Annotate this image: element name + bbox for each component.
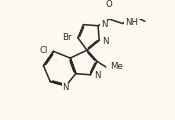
- Text: N: N: [101, 20, 107, 29]
- Text: N: N: [102, 37, 108, 46]
- Text: Br: Br: [62, 33, 72, 42]
- Text: NH: NH: [125, 18, 138, 27]
- Text: N: N: [62, 83, 69, 92]
- Text: Me: Me: [110, 62, 123, 71]
- Text: O: O: [106, 0, 113, 9]
- Text: N: N: [94, 71, 101, 80]
- Text: Cl: Cl: [39, 46, 47, 55]
